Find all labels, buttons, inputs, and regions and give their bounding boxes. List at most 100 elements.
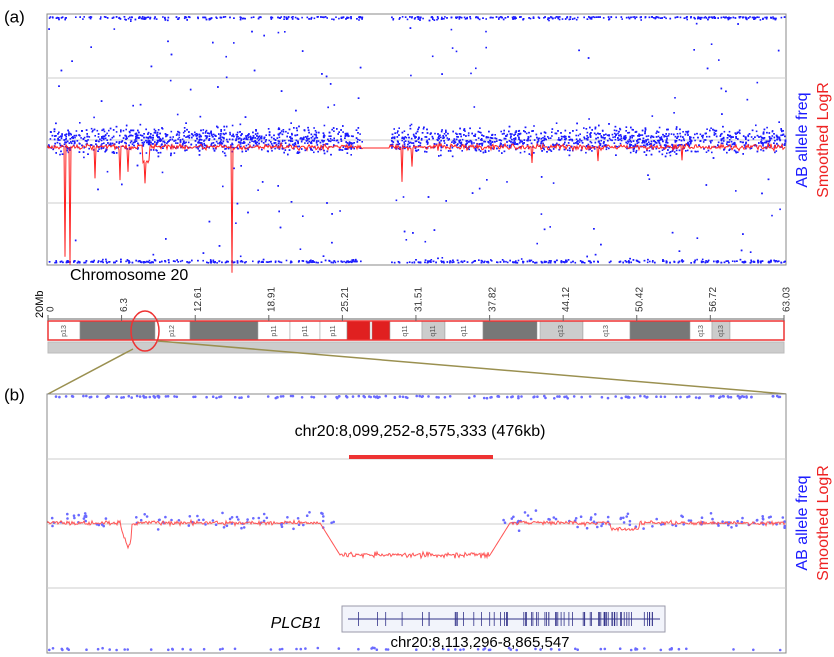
- dot: [308, 18, 310, 20]
- dot: [682, 138, 685, 140]
- dot: [763, 128, 766, 131]
- dot: [762, 149, 765, 152]
- dot: [594, 127, 597, 130]
- dot: [392, 18, 395, 20]
- dot: [73, 260, 76, 262]
- dot: [53, 130, 56, 133]
- dot: [623, 135, 625, 138]
- dot: [643, 141, 646, 144]
- dot: [463, 128, 466, 130]
- dot: [118, 16, 121, 19]
- dot: [202, 259, 204, 262]
- dot: [401, 139, 403, 142]
- dot: [547, 261, 550, 264]
- dot: [777, 49, 780, 52]
- dot: [541, 150, 543, 152]
- dot: [459, 16, 462, 18]
- dot: [304, 149, 307, 152]
- dot: [54, 135, 56, 137]
- dot: [498, 150, 500, 152]
- dot: [245, 150, 247, 152]
- dot: [296, 17, 299, 20]
- dot: [260, 261, 263, 263]
- dot: [722, 136, 725, 139]
- dot: [270, 143, 273, 145]
- dot: [345, 141, 347, 143]
- dot: [644, 128, 647, 131]
- dot: [203, 142, 205, 145]
- dot: [195, 144, 197, 146]
- dot: [655, 142, 658, 144]
- dot: [440, 146, 443, 149]
- dot: [352, 259, 355, 261]
- dot: [652, 136, 655, 138]
- band: [189, 320, 259, 341]
- dot: [577, 143, 579, 145]
- dot: [680, 143, 683, 146]
- dot: [120, 130, 122, 133]
- dot: [325, 143, 327, 145]
- dot: [207, 132, 209, 134]
- dot: [514, 137, 517, 139]
- dot: [312, 260, 314, 262]
- dot: [274, 142, 277, 144]
- dot: [717, 141, 720, 144]
- panel-a-plot: [46, 13, 787, 273]
- dot: [290, 201, 293, 203]
- dot: [278, 210, 280, 213]
- dot: [532, 16, 535, 18]
- dot: [477, 137, 480, 139]
- dot: [725, 260, 728, 262]
- dot: [417, 145, 420, 147]
- dot: [145, 128, 147, 131]
- dot: [557, 16, 559, 18]
- dot: [648, 141, 650, 143]
- dot: [671, 231, 674, 234]
- dot: [758, 136, 760, 138]
- dot: [593, 228, 595, 230]
- dot: [421, 132, 424, 134]
- dot: [323, 152, 326, 155]
- dot: [307, 261, 310, 264]
- dot: [603, 137, 606, 140]
- dot: [96, 129, 99, 132]
- dot: [687, 130, 690, 133]
- dot: [625, 137, 627, 139]
- dot: [769, 139, 771, 142]
- dot: [437, 257, 439, 260]
- dot: [145, 139, 147, 142]
- dot: [499, 145, 501, 148]
- dot: [49, 16, 52, 18]
- dot: [252, 135, 255, 137]
- dot: [135, 259, 137, 262]
- dot: [487, 260, 489, 263]
- dot: [580, 140, 583, 142]
- y-label: AB allele freq: [794, 92, 811, 187]
- dot: [307, 129, 310, 131]
- dot: [359, 16, 361, 18]
- dot: [338, 17, 340, 20]
- dot: [528, 17, 530, 19]
- dot: [585, 128, 588, 130]
- dot: [480, 138, 483, 140]
- dot: [739, 16, 742, 18]
- dot: [453, 142, 455, 144]
- dot: [187, 141, 190, 144]
- dot: [705, 151, 708, 153]
- dot: [524, 131, 526, 133]
- dot: [504, 137, 507, 140]
- dot: [644, 16, 647, 18]
- band: [371, 320, 391, 341]
- dot: [677, 144, 679, 147]
- dot: [423, 126, 425, 129]
- dot: [102, 135, 104, 138]
- dot: [326, 143, 329, 145]
- dot: [396, 132, 399, 134]
- dot: [232, 146, 235, 149]
- dot: [204, 135, 207, 137]
- dot: [720, 87, 723, 90]
- dot: [432, 260, 435, 263]
- dot: [397, 261, 400, 263]
- dot: [397, 143, 400, 146]
- dot: [738, 131, 740, 133]
